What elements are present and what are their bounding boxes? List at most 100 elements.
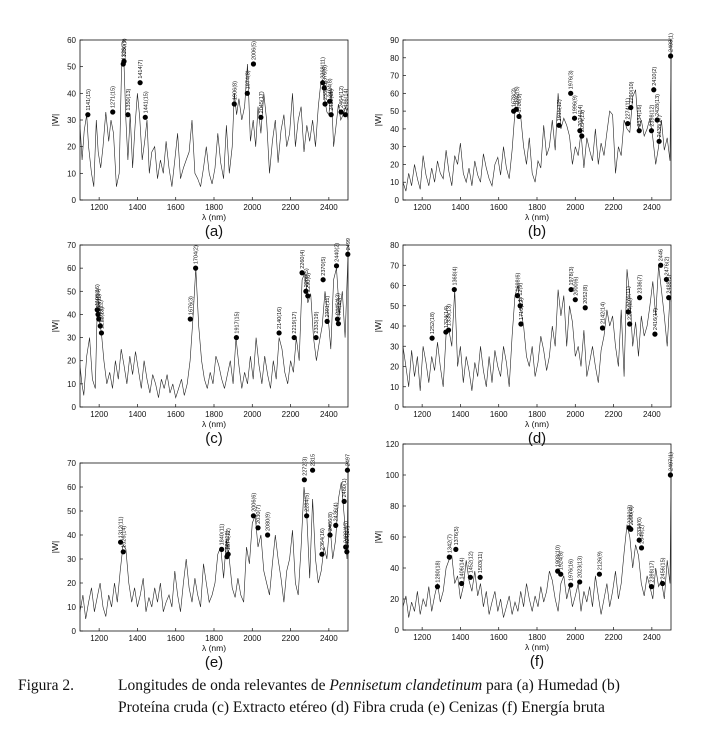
peak-marker — [110, 109, 116, 115]
plot-frame — [79, 462, 349, 632]
peak-label: 1976(3) — [569, 70, 575, 89]
x-tick-label: 1800 — [205, 410, 223, 419]
peak-label: 1252(18) — [430, 312, 436, 334]
peak-label: 2024(14) — [578, 104, 584, 126]
x-tick-label: 2400 — [320, 634, 338, 643]
peak-label: 2280(5) — [304, 268, 310, 287]
y-tick-label: 60 — [67, 36, 76, 45]
peak-label: 2006(5) — [251, 41, 257, 60]
peak-marker — [320, 277, 326, 283]
y-axis-label: |W| — [373, 320, 383, 332]
peak-marker — [663, 276, 670, 283]
peak-marker — [599, 325, 606, 331]
peak-marker — [625, 120, 631, 127]
y-tick-label: 50 — [390, 302, 399, 311]
peak-label: 2499 — [346, 238, 352, 250]
peak-label: 1868(13) — [225, 530, 231, 552]
peak-label: 1324(14) — [444, 306, 450, 328]
y-tick-label: 50 — [67, 287, 76, 296]
peak-label: 1706(9) — [517, 93, 523, 112]
x-tick-label: 2400 — [643, 203, 661, 212]
peak-label: 2391(11) — [325, 296, 331, 318]
y-tick-label: 10 — [67, 380, 76, 389]
peak-label: 2497(1) — [668, 452, 674, 471]
caption-post1: para (a) Humedad (b) — [486, 677, 620, 694]
peak-label: 2290(4) — [629, 506, 635, 525]
peak-marker — [648, 128, 655, 134]
y-tick-label: 30 — [390, 342, 399, 351]
peak-label: 1678(2) — [512, 88, 518, 107]
peak-label: 1874(12) — [226, 528, 232, 550]
peak-marker — [231, 101, 237, 107]
spectrum-line — [79, 60, 349, 187]
peak-label: 1198(11) — [97, 294, 103, 315]
peak-marker — [291, 334, 297, 341]
y-tick-label: 80 — [390, 502, 399, 511]
x-tick-label: 2000 — [243, 634, 261, 643]
peak-marker — [193, 265, 199, 271]
x-tick-label: 1200 — [90, 410, 108, 419]
peak-marker — [628, 104, 634, 111]
peak-label: 1338(13) — [447, 304, 453, 326]
peak-label: 1712(9) — [518, 283, 524, 302]
peak-label: 2497 — [345, 454, 351, 466]
y-tick-label: 30 — [67, 334, 76, 343]
peak-marker — [265, 532, 271, 538]
peak-label: 2142(14) — [600, 302, 606, 324]
peak-marker — [571, 115, 578, 121]
peak-label: 1141(15) — [86, 89, 92, 111]
peak-label: 2284(12) — [628, 298, 634, 320]
y-tick-label: 30 — [67, 116, 76, 125]
peak-marker — [96, 316, 102, 322]
peak-marker — [453, 546, 459, 553]
peak-marker — [648, 584, 655, 590]
caption-pre: Longitudes de onda relevantes de — [118, 677, 326, 694]
y-tick-label: 60 — [67, 264, 76, 273]
peak-marker — [467, 574, 473, 580]
peak-label: 1342(7) — [447, 534, 453, 553]
x-tick-label: 1400 — [452, 203, 470, 212]
peak-marker — [225, 551, 231, 557]
peak-label: 2412(11) — [329, 89, 335, 111]
x-tick-label: 2200 — [605, 203, 623, 212]
peak-marker — [344, 549, 350, 555]
peak-marker — [137, 80, 143, 86]
peak-label: 1906(8) — [232, 81, 238, 100]
peak-marker — [334, 316, 341, 322]
peak-label: 1326(14) — [121, 526, 127, 548]
x-tick-label: 1800 — [528, 203, 546, 212]
peak-label: 1692(5) — [514, 86, 520, 105]
y-tick-label: 60 — [67, 483, 76, 492]
x-tick-label: 1400 — [129, 634, 147, 643]
peak-marker — [579, 133, 585, 139]
peak-label: 1406(14) — [460, 557, 466, 579]
y-tick-label: 30 — [67, 555, 76, 564]
peak-marker — [299, 270, 305, 276]
peak-label: 2376(6) — [322, 65, 328, 84]
x-tick-label: 1600 — [167, 634, 185, 643]
y-tick-label: 100 — [386, 471, 400, 480]
peak-marker — [568, 90, 574, 96]
peak-marker — [582, 305, 588, 311]
peak-label: 2140(16) — [277, 307, 283, 329]
spectrum-line — [79, 254, 349, 399]
peak-marker — [451, 286, 457, 293]
peak-label: 2494(17) — [345, 526, 351, 548]
panel-label: (a) — [205, 223, 223, 240]
x-tick-label: 1600 — [167, 203, 185, 212]
peak-marker — [577, 579, 583, 585]
peak-label: 1915(12) — [557, 99, 563, 121]
y-axis-label: |W| — [50, 320, 60, 332]
peak-marker — [518, 321, 524, 327]
x-tick-label: 2200 — [282, 203, 300, 212]
peak-marker — [636, 128, 642, 134]
y-tick-label: 0 — [395, 626, 400, 635]
x-tick-label: 1800 — [528, 633, 546, 642]
peak-marker — [513, 106, 519, 112]
peak-marker — [313, 334, 319, 341]
panel-label: (c) — [205, 430, 223, 447]
x-tick-label: 1800 — [205, 203, 223, 212]
peak-marker — [345, 251, 351, 257]
peak-label: 1206(12) — [98, 300, 104, 322]
peak-marker — [187, 316, 193, 322]
